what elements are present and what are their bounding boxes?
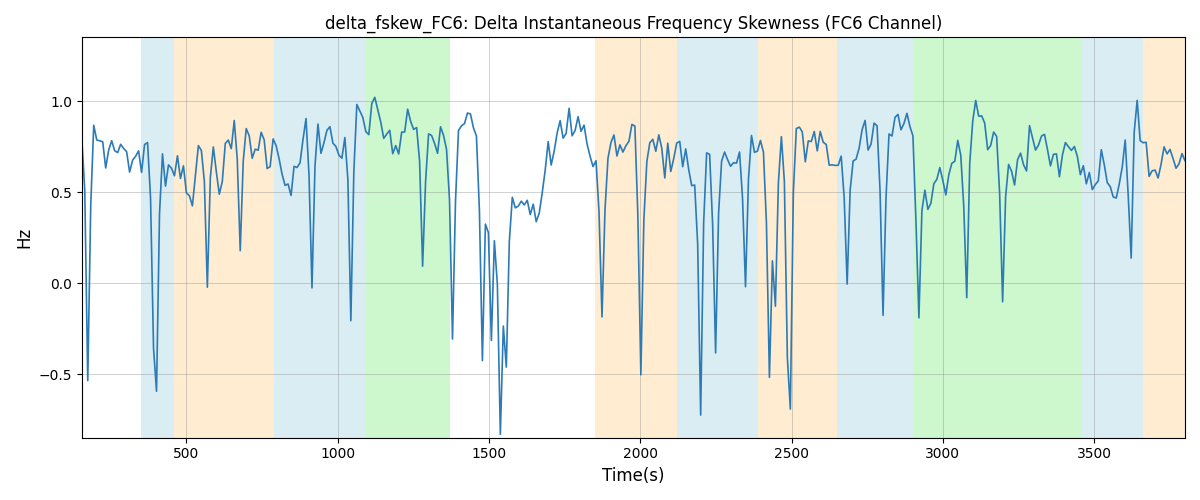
Bar bbox=[1082, 38, 1142, 438]
Y-axis label: Hz: Hz bbox=[14, 227, 34, 248]
Bar bbox=[836, 38, 912, 438]
Bar bbox=[1142, 38, 1186, 438]
Bar bbox=[595, 38, 677, 438]
Bar bbox=[677, 38, 758, 438]
Bar bbox=[174, 38, 274, 438]
Bar bbox=[274, 38, 365, 438]
Bar bbox=[140, 38, 174, 438]
Bar bbox=[912, 38, 1082, 438]
Title: delta_fskew_FC6: Delta Instantaneous Frequency Skewness (FC6 Channel): delta_fskew_FC6: Delta Instantaneous Fre… bbox=[325, 15, 942, 34]
X-axis label: Time(s): Time(s) bbox=[602, 467, 665, 485]
Bar bbox=[758, 38, 836, 438]
Bar bbox=[365, 38, 450, 438]
